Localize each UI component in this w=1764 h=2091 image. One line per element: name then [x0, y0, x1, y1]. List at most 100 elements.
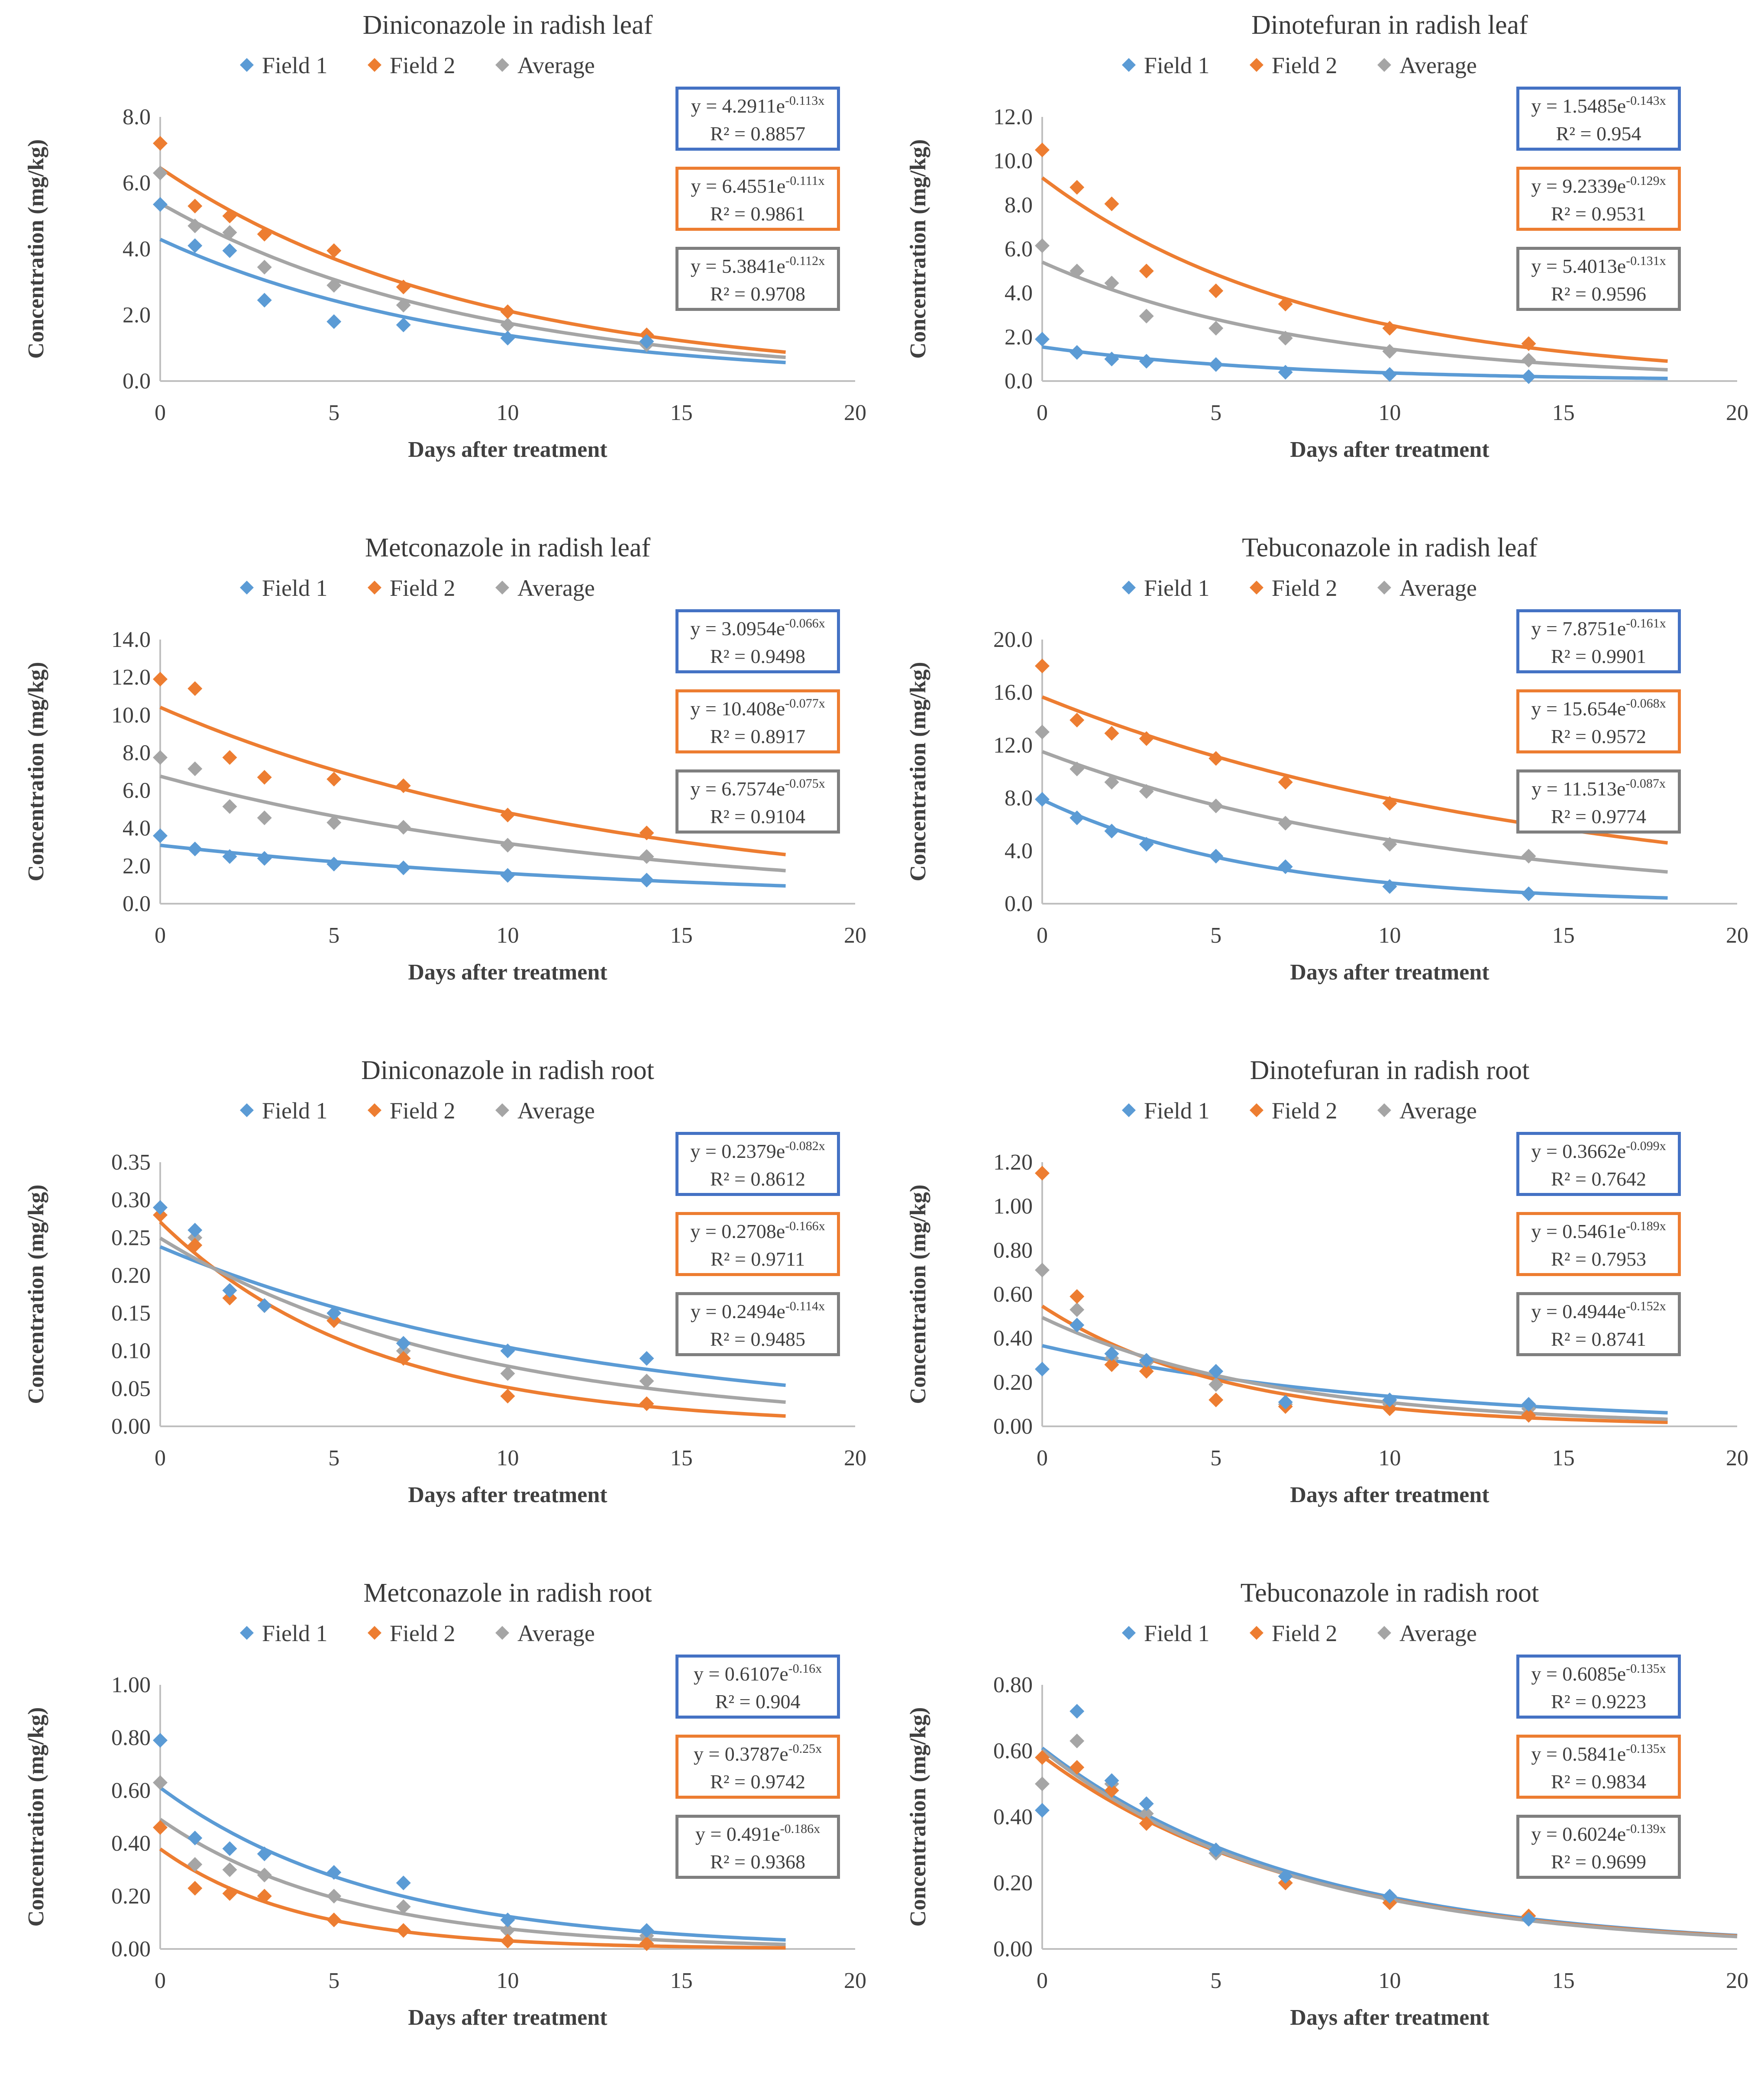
- equation-exponent: -0.143x: [1626, 94, 1666, 108]
- y-tick-label: 0.00: [111, 1937, 151, 1962]
- data-point-field-2: [639, 1936, 654, 1951]
- data-point-field-2: [153, 1208, 168, 1222]
- chart-title: Tebuconazole in radish root: [1241, 1578, 1539, 1608]
- equation-box-field-1: y = 0.2379e-0.082x R² = 0.8612: [675, 1132, 840, 1196]
- chart-title: Metconazole in radish root: [363, 1578, 652, 1608]
- equation-text: y = 0.491e-0.186x: [678, 1820, 837, 1848]
- data-point-field-1: [1382, 879, 1397, 894]
- x-tick-label: 5: [1210, 1968, 1221, 1993]
- data-point-average: [222, 225, 237, 240]
- equation-base: y = 5.4013e: [1531, 255, 1626, 277]
- equation-text: y = 1.5485e-0.143x: [1519, 92, 1678, 120]
- data-point-field-1: [1382, 1393, 1397, 1407]
- y-tick-label: 0.20: [993, 1871, 1033, 1896]
- y-tick-label: 10.0: [993, 149, 1033, 174]
- legend-label: Average: [1399, 1620, 1477, 1646]
- x-tick-label: 10: [1379, 1968, 1401, 1993]
- chart-panel-2: Dinotefuran in radish leaf Field 1 Field 2…: [882, 0, 1764, 523]
- x-tick-label: 20: [844, 1968, 866, 1993]
- trendline-field-1: [160, 844, 786, 888]
- data-point-average: [1035, 238, 1050, 253]
- equation-exponent: -0.112x: [785, 254, 825, 268]
- y-tick-label: 0.20: [111, 1263, 151, 1288]
- data-point-field-1: [257, 1846, 272, 1862]
- data-point-field-1: [1278, 859, 1293, 874]
- data-point-field-1: [1139, 1796, 1154, 1811]
- legend-label: Field 1: [1144, 575, 1210, 601]
- data-point-field-2: [187, 1238, 203, 1253]
- equation-exponent: -0.186x: [780, 1822, 821, 1836]
- y-axis-title: Concentration (mg/kg): [24, 1185, 48, 1404]
- x-tick-label: 20: [1726, 1968, 1748, 1993]
- x-tick-label: 15: [1552, 1968, 1575, 1993]
- equation-base: y = 10.408e: [690, 698, 785, 720]
- r-squared-text: R² = 0.7953: [1551, 1248, 1646, 1270]
- equation-exponent: -0.135x: [1626, 1742, 1666, 1756]
- legend-marker-field-1: [240, 58, 254, 72]
- data-point-average: [1139, 1806, 1154, 1821]
- data-point-field-1: [1521, 1397, 1536, 1412]
- x-axis-title: Days after treatment: [1290, 1483, 1489, 1507]
- data-point-average: [153, 165, 168, 181]
- data-point-field-2: [1104, 1357, 1119, 1372]
- data-point-field-2: [1035, 142, 1050, 158]
- x-tick-label: 5: [1210, 923, 1221, 948]
- legend-label: Average: [1399, 52, 1477, 78]
- data-point-field-1: [1035, 792, 1050, 807]
- equation-base: y = 0.491e: [695, 1823, 780, 1845]
- legend-label: Field 1: [262, 1098, 328, 1124]
- equation-box-field-1: y = 0.6085e-0.135x R² = 0.9223: [1516, 1655, 1681, 1719]
- legend-label: Field 2: [390, 575, 456, 601]
- y-tick-label: 2.0: [123, 854, 151, 879]
- data-point-field-1: [639, 334, 654, 349]
- chart-panel-6: Dinotefuran in radish root Field 1 Field 2…: [882, 1045, 1764, 1568]
- x-tick-label: 15: [670, 1968, 693, 1993]
- chart-title: Tebuconazole in radish leaf: [1242, 533, 1538, 562]
- chart-svg: Tebuconazole in radish leaf Field 1 Field …: [906, 533, 1748, 985]
- r-squared-text: R² = 0.9531: [1551, 203, 1646, 225]
- data-point-field-2: [326, 1313, 342, 1328]
- legend-marker-field-2: [1250, 1626, 1263, 1640]
- chart-panel-8: Tebuconazole in radish root Field 1 Field …: [882, 1568, 1764, 2091]
- data-point-average: [153, 750, 168, 765]
- legend-label: Average: [1399, 1098, 1477, 1124]
- legend-marker-field-1: [240, 1103, 254, 1117]
- data-point-average: [1208, 321, 1224, 336]
- legend-marker-field-2: [368, 1103, 381, 1117]
- x-tick-label: 10: [1379, 401, 1401, 425]
- chart-svg: Diniconazole in radish root Field 1 Field …: [24, 1056, 866, 1507]
- equation-box-average: y = 5.3841e-0.112x R² = 0.9708: [675, 247, 840, 311]
- data-point-average: [639, 849, 654, 864]
- y-tick-label: 0.20: [993, 1370, 1033, 1395]
- data-point-average: [187, 761, 203, 776]
- y-tick-label: 20.0: [993, 627, 1033, 652]
- data-point-average: [153, 1775, 168, 1790]
- legend-marker-field-1: [1122, 58, 1136, 72]
- equation-exponent: -0.111x: [785, 174, 825, 188]
- y-axis-title: Concentration (mg/kg): [24, 139, 48, 359]
- equation-base: y = 5.3841e: [690, 255, 785, 277]
- legend-marker-field-1: [1122, 581, 1136, 595]
- legend-marker-field-2: [368, 581, 381, 595]
- data-point-field-2: [1069, 1760, 1085, 1775]
- x-tick-label: 10: [1379, 1446, 1401, 1470]
- data-point-field-1: [1521, 886, 1536, 902]
- x-tick-label: 5: [1210, 1446, 1221, 1470]
- y-tick-label: 8.0: [1005, 786, 1033, 811]
- equation-base: y = 11.513e: [1531, 778, 1626, 800]
- r-squared-text: R² = 0.9596: [1551, 283, 1646, 305]
- y-tick-label: 2.0: [123, 303, 151, 328]
- y-tick-label: 16.0: [993, 680, 1033, 705]
- data-point-field-1: [1278, 1395, 1293, 1410]
- data-point-average: [396, 1899, 411, 1914]
- equation-box-average: y = 0.2494e-0.114x R² = 0.9485: [675, 1292, 840, 1356]
- chart-title: Dinotefuran in radish leaf: [1251, 10, 1528, 40]
- equation-exponent: -0.113x: [785, 94, 825, 108]
- r-squared-text: R² = 0.9774: [1551, 805, 1646, 827]
- equation-exponent: -0.152x: [1626, 1299, 1666, 1313]
- y-tick-label: 8.0: [123, 105, 151, 129]
- y-tick-label: 4.0: [123, 237, 151, 262]
- data-point-average: [1382, 344, 1397, 359]
- equation-box-field-2: y = 0.3787e-0.25x R² = 0.9742: [675, 1735, 840, 1799]
- data-point-field-2: [1069, 180, 1085, 195]
